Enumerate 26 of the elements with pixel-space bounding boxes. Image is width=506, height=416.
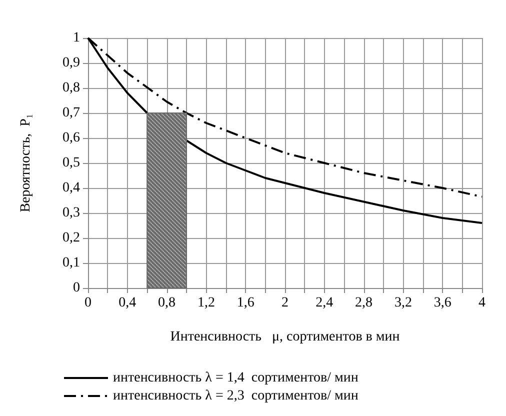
x-tick-label: 3,6 [434, 296, 452, 310]
x-tick-label: 4 [478, 296, 486, 310]
y-tick-label: 0,7 [62, 106, 80, 120]
x-tick-label: 3,2 [394, 296, 412, 310]
y-tick-label: 0 [73, 280, 80, 296]
x-tick-label: 2,8 [355, 296, 373, 310]
y-tick-label: 0,4 [62, 180, 80, 196]
x-axis-title: Интенсивность μ, сортиментов в мин [170, 330, 400, 344]
legend-label: интенсивность λ = 2,3 сортиментов/ мин [113, 388, 359, 404]
y-tick-label: 0,1 [62, 256, 80, 270]
y-tick-label: 1 [73, 30, 80, 46]
y-tick-label: 0,2 [62, 230, 80, 246]
y-tick-label: 0,3 [62, 206, 80, 220]
x-tick-label: 1,6 [236, 296, 254, 310]
x-tick-label: 0 [84, 296, 92, 310]
y-axis-title: Вероятность, P₁ [18, 114, 34, 212]
y-tick-label: 0,5 [62, 156, 80, 170]
x-tick-label: 1,2 [197, 296, 215, 310]
x-tick-label: 0,4 [118, 296, 136, 310]
x-tick-label: 0,8 [158, 296, 176, 310]
y-tick-label: 0,6 [62, 130, 80, 146]
x-tick-label: 2 [282, 296, 288, 310]
legend-label: интенсивность λ = 1,4 сортиментов/ мин [113, 370, 359, 386]
y-tick-label: 0,8 [62, 80, 80, 96]
y-tick-label: 0,9 [62, 56, 80, 70]
x-tick-label: 2,4 [316, 296, 334, 310]
